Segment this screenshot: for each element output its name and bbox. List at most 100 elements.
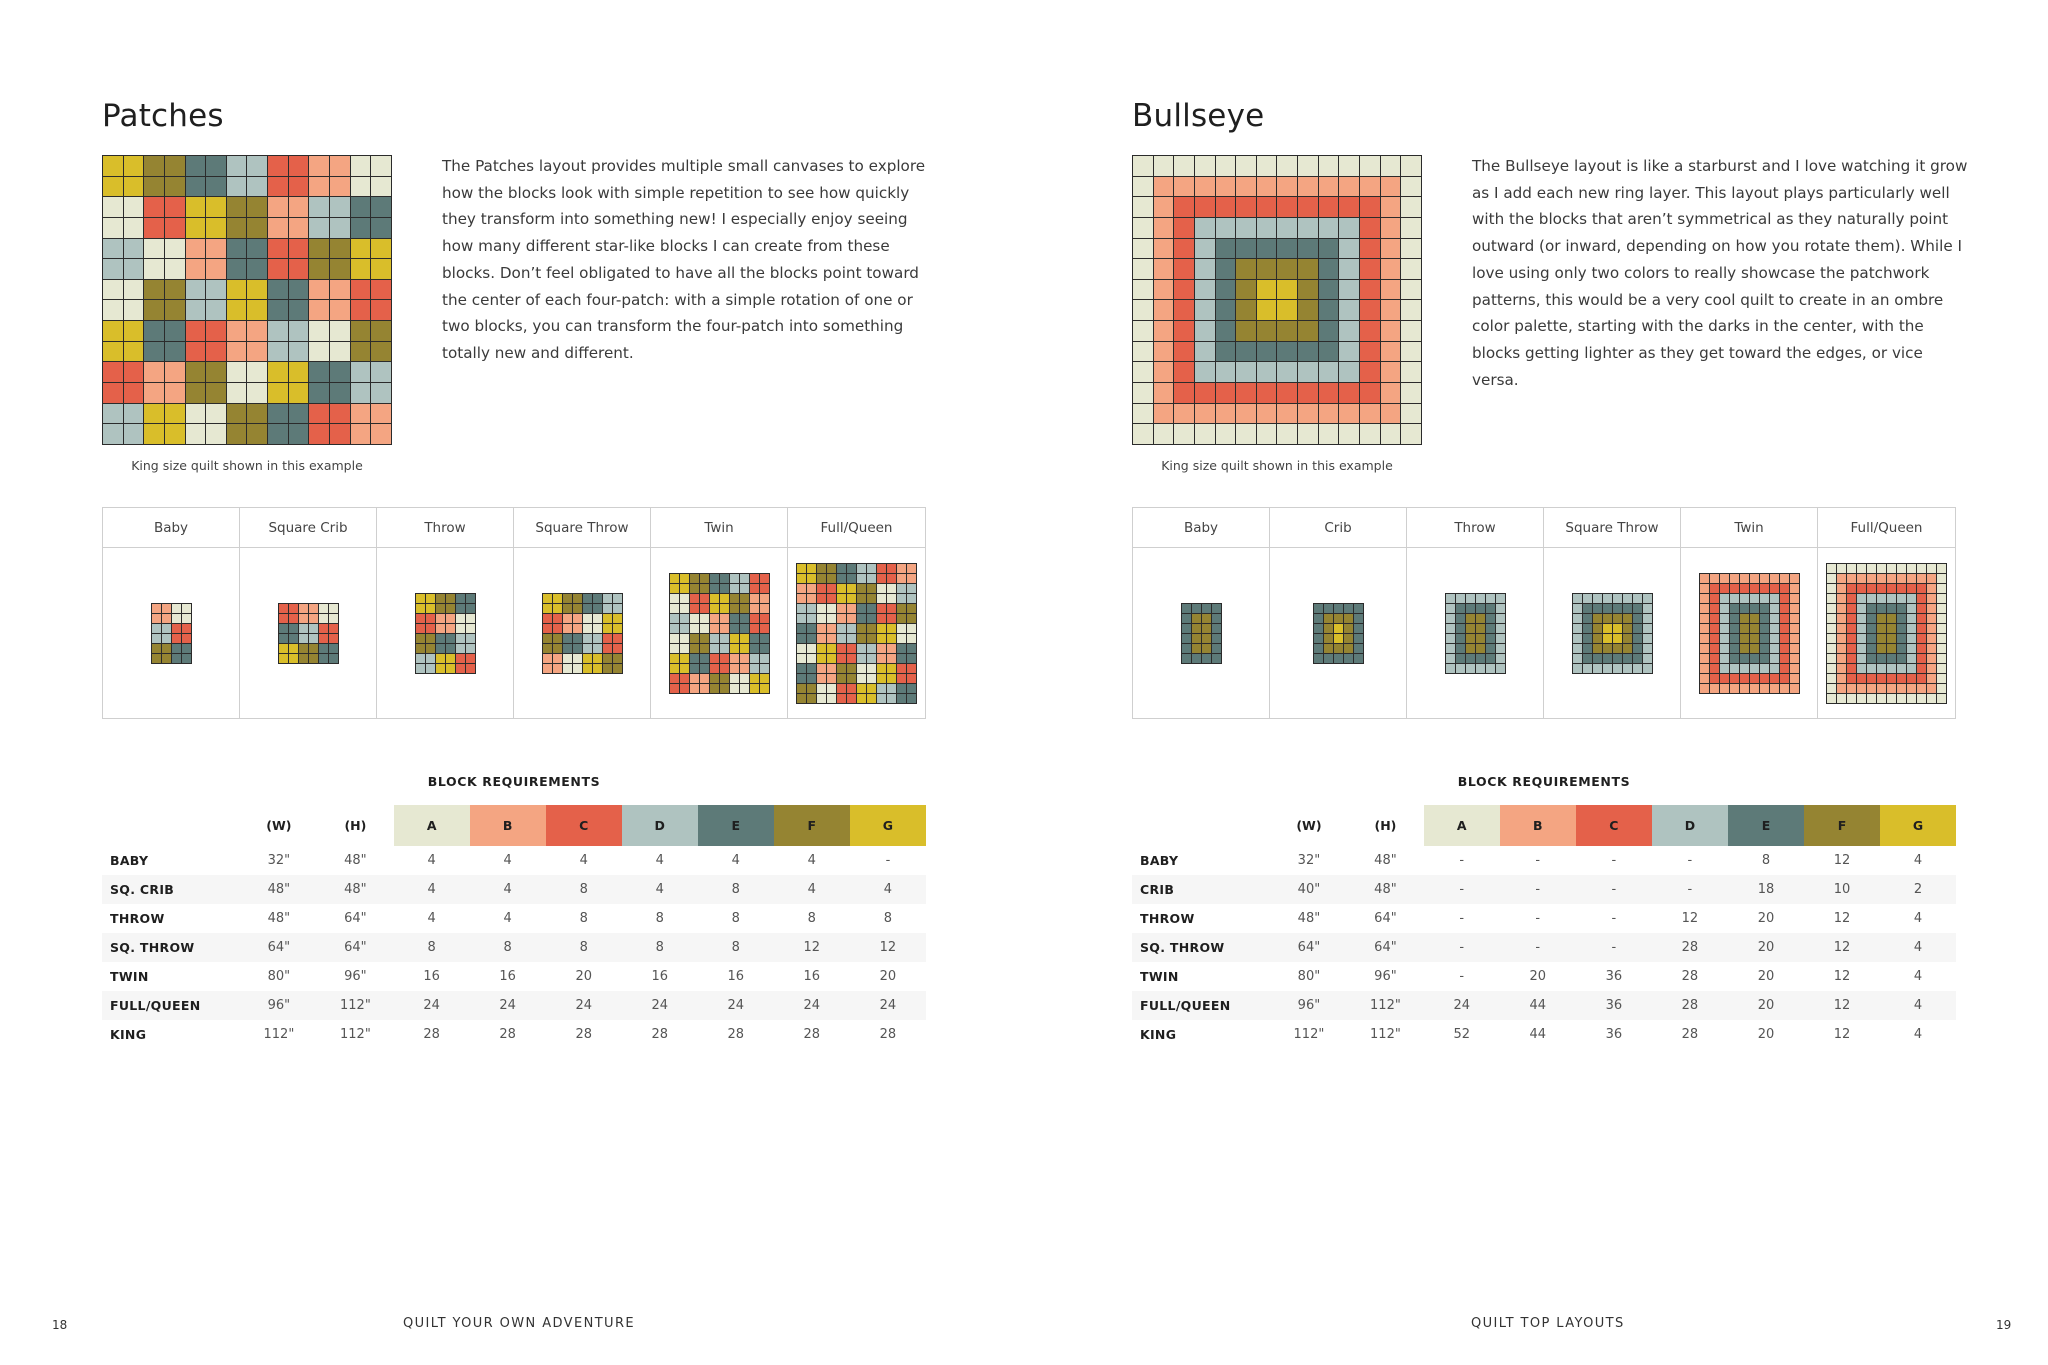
quilt-block-c bbox=[288, 613, 298, 623]
quilt-block-e bbox=[1582, 613, 1592, 623]
quilt-block-b bbox=[268, 197, 288, 217]
quilt-block-d bbox=[1572, 623, 1582, 633]
quilt-block-d bbox=[719, 643, 729, 653]
quilt-block-f bbox=[1739, 623, 1749, 633]
quilt-block-c bbox=[278, 613, 288, 623]
quilt-block-a bbox=[582, 623, 592, 633]
quilt-block-c bbox=[268, 238, 288, 259]
quilt-block-g bbox=[247, 279, 268, 300]
table-cell: 12 bbox=[1833, 1027, 1851, 1042]
quilt-block-f bbox=[1343, 623, 1353, 633]
quilt-block-e bbox=[1749, 603, 1759, 613]
quilt-block-d bbox=[709, 633, 719, 643]
size-label: Throw bbox=[1407, 508, 1544, 548]
quilt-block-b bbox=[330, 176, 350, 197]
quilt-block-a bbox=[572, 663, 582, 673]
quilt-block-d bbox=[1642, 653, 1652, 663]
row-label: BABY bbox=[1140, 853, 1179, 868]
quilt-block-a bbox=[1937, 563, 1946, 573]
quilt-block-a bbox=[679, 593, 689, 603]
column-header: D bbox=[621, 805, 698, 846]
quilt-block-b bbox=[308, 613, 318, 623]
quilt-block-d bbox=[298, 633, 308, 643]
quilt-block-c bbox=[552, 613, 562, 623]
quilt-block-c bbox=[455, 663, 465, 673]
quilt-block-g bbox=[425, 593, 435, 603]
quilt-block-a bbox=[1133, 259, 1153, 279]
quilt-block-b bbox=[1729, 683, 1739, 693]
table-row: BABY 32" 48" 4 4 4 4 4 4- bbox=[102, 846, 926, 875]
row-label: KING bbox=[110, 1027, 147, 1042]
quilt-block-f bbox=[1602, 643, 1612, 653]
table-cell: 12 bbox=[1833, 853, 1851, 868]
quilt-block-d bbox=[857, 653, 866, 663]
quilt-block-f bbox=[897, 603, 906, 613]
quilt-block-e bbox=[185, 156, 206, 176]
quilt-block-b bbox=[817, 673, 826, 683]
quilt-block-e bbox=[268, 403, 288, 424]
quilt-block-g bbox=[669, 583, 679, 593]
quilt-block-f bbox=[1323, 643, 1333, 653]
quilt-block-f bbox=[415, 633, 425, 643]
quilt-block-g bbox=[445, 653, 455, 663]
quilt-block-f bbox=[1298, 259, 1318, 279]
quilt-block-b bbox=[719, 623, 729, 633]
row-label: THROW bbox=[1140, 911, 1195, 926]
quilt-block-d bbox=[1907, 593, 1916, 603]
quilt-block-c bbox=[1729, 583, 1739, 593]
quilt-block-e bbox=[1236, 341, 1256, 362]
quilt-block-c bbox=[887, 573, 896, 583]
quilt-block-a bbox=[1215, 424, 1236, 444]
quilt-block-a bbox=[867, 673, 876, 683]
table-cell: 4 bbox=[579, 853, 588, 868]
quilt-block-a bbox=[1401, 424, 1421, 444]
quilt-block-c bbox=[1174, 238, 1194, 259]
quilt-block-d bbox=[268, 321, 288, 341]
quilt-block-a bbox=[185, 424, 206, 444]
quilt-block-b bbox=[1887, 573, 1896, 583]
table-row: BABY 32" 48" - - - -8 12 4 bbox=[1132, 846, 1956, 875]
column-header: (H) bbox=[1374, 818, 1397, 833]
quilt-block-e bbox=[1277, 341, 1298, 362]
quilt-block-f bbox=[1877, 623, 1886, 633]
quilt-block-b bbox=[1759, 683, 1769, 693]
quilt-block-g bbox=[877, 623, 886, 633]
table-row: TWIN 80" 96" -20 36 28 20 12 4 bbox=[1132, 962, 1956, 991]
quilt-block-e bbox=[1201, 653, 1211, 663]
quilt-block-a bbox=[562, 653, 572, 663]
quilt-block-f bbox=[1201, 643, 1211, 653]
row-label: KING bbox=[1140, 1027, 1177, 1042]
quilt-block-a bbox=[1339, 424, 1360, 444]
quilt-block-c bbox=[719, 653, 729, 663]
quilt-block-d bbox=[309, 197, 330, 217]
quilt-block-f bbox=[164, 156, 185, 176]
quilt-block-f bbox=[298, 653, 308, 663]
quilt-block-a bbox=[1937, 673, 1946, 683]
quilt-block-c bbox=[759, 623, 769, 633]
quilt-block-e bbox=[807, 633, 816, 643]
quilt-block-d bbox=[739, 573, 749, 583]
quilt-block-d bbox=[1719, 633, 1729, 643]
quilt-thumbnail bbox=[541, 592, 623, 674]
quilt-block-g bbox=[164, 403, 185, 424]
quilt-block-a bbox=[1401, 341, 1421, 362]
quilt-block-c bbox=[1847, 603, 1856, 613]
quilt-block-e bbox=[907, 683, 916, 693]
quilt-block-b bbox=[1709, 573, 1719, 583]
right-page: Bullseye King size quilt shown in this e… bbox=[1024, 0, 2048, 1365]
quilt-block-b bbox=[1153, 383, 1174, 403]
quilt-block-b bbox=[1699, 663, 1709, 673]
quilt-block-b bbox=[897, 563, 906, 573]
quilt-block-c bbox=[1749, 673, 1759, 683]
quilt-block-a bbox=[1133, 403, 1153, 424]
quilt-block-d bbox=[739, 583, 749, 593]
quilt-block-c bbox=[897, 673, 906, 683]
quilt-block-b bbox=[330, 156, 350, 176]
quilt-block-c bbox=[1360, 321, 1380, 341]
quilt-block-g bbox=[827, 643, 836, 653]
quilt-block-a bbox=[1937, 613, 1946, 623]
quilt-block-e bbox=[1887, 603, 1896, 613]
quilt-block-g bbox=[857, 683, 866, 693]
quilt-block-a bbox=[699, 623, 709, 633]
quilt-block-b bbox=[151, 613, 161, 623]
